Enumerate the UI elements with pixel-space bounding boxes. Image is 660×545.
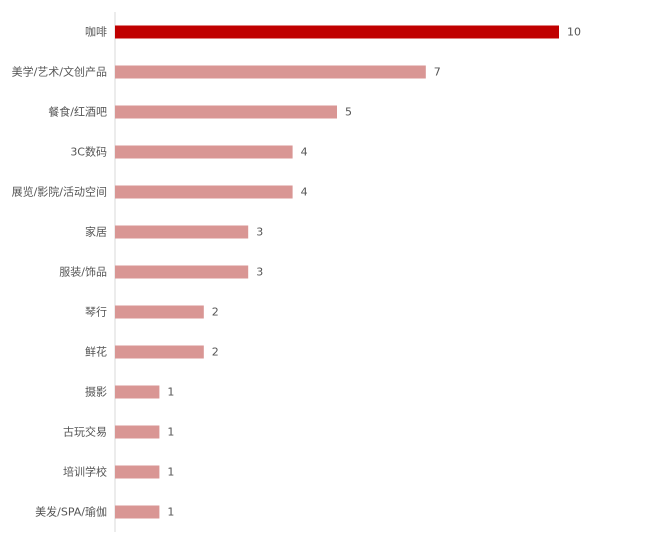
bars-group: 咖啡 10 美学/艺术/文创产品 7 餐食/红酒吧 5 3C数码 4 展览/影院/活动空间 4 家居… [12,25,581,519]
value-label-9: 1 [167,386,174,399]
bar-8 [115,345,204,359]
bar-12 [115,505,160,519]
category-label-5: 家居 [85,225,107,239]
value-label-10: 1 [167,426,174,439]
category-label-4: 展览/影院/活动空间 [12,185,107,199]
value-label-11: 1 [167,466,174,479]
value-label-3: 4 [301,146,308,159]
value-label-8: 2 [212,346,219,359]
bar-7 [115,305,204,319]
bar-0 [115,25,559,39]
value-label-4: 4 [301,186,308,199]
category-label-10: 古玩交易 [63,425,107,439]
value-label-2: 5 [345,106,352,119]
category-label-7: 琴行 [85,306,107,319]
bar-6 [115,265,249,279]
value-label-5: 3 [256,226,263,239]
value-label-6: 3 [256,266,263,279]
value-label-1: 7 [434,66,441,79]
bar-4 [115,185,293,199]
category-label-9: 摄影 [85,385,107,399]
value-label-12: 1 [167,506,174,519]
category-label-1: 美学/艺术/文创产品 [12,65,107,79]
category-label-11: 培训学校 [63,465,107,479]
category-label-8: 鲜花 [85,345,107,359]
category-label-6: 服装/饰品 [59,265,107,279]
category-label-12: 美发/SPA/瑜伽 [35,505,107,519]
category-label-3: 3C数码 [70,146,107,159]
bar-9 [115,385,160,399]
bar-5 [115,225,249,239]
bar-2 [115,105,337,119]
bar-11 [115,465,160,479]
bar-3 [115,145,293,159]
value-label-7: 2 [212,306,219,319]
category-label-0: 咖啡 [85,25,107,39]
bar-10 [115,425,160,439]
bar-1 [115,65,426,79]
value-label-0: 10 [567,26,581,39]
category-label-2: 餐食/红酒吧 [48,105,107,119]
